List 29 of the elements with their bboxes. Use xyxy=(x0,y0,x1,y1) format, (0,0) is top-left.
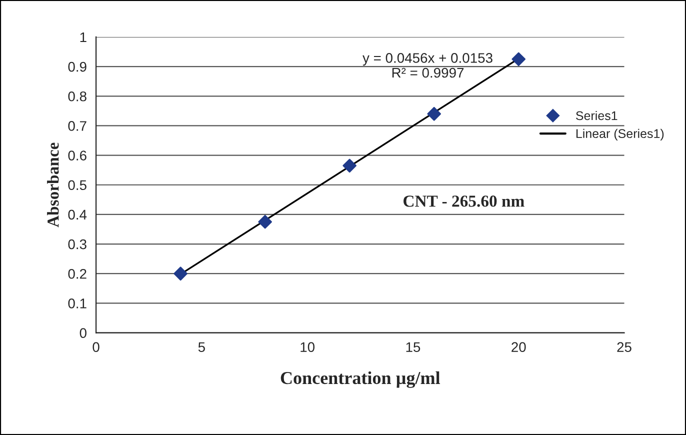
x-tick-label: 5 xyxy=(198,342,205,352)
x-tick-label: 0 xyxy=(92,342,100,352)
annotation: CNT - 265.60 nm xyxy=(404,196,524,207)
point xyxy=(512,52,526,66)
y-tick-label: 0.3 xyxy=(68,239,86,250)
legend-label: Linear (Series1) xyxy=(576,128,664,140)
point xyxy=(427,106,442,121)
x-tick-label: 20 xyxy=(512,342,526,352)
point xyxy=(258,214,272,229)
x-tick-label: 10 xyxy=(300,342,315,352)
annotation: R² = 0.9997 xyxy=(392,68,464,78)
x-tick-label: 25 xyxy=(617,342,632,352)
y-tick-label: 0.7 xyxy=(68,121,86,131)
x-axis-title: Concentration µg/ml xyxy=(280,371,440,388)
legend-label: Series1 xyxy=(576,110,618,120)
y-tick-label: 0 xyxy=(80,328,86,338)
y-tick-label: 0.8 xyxy=(68,91,86,102)
point xyxy=(342,158,356,173)
y-tick-label: 0.5 xyxy=(68,180,86,190)
y-tick-label: 0.6 xyxy=(68,150,86,160)
x-tick-label: 15 xyxy=(406,342,420,352)
y-axis-title: Absorbance xyxy=(47,142,59,228)
y-tick-label: 0.9 xyxy=(68,62,86,72)
y-tick-label: 0.2 xyxy=(68,268,86,279)
point xyxy=(174,266,188,281)
y-tick-label: 0.4 xyxy=(68,210,87,220)
y-tick-label: 0.1 xyxy=(68,298,86,308)
y-tick-label: 1 xyxy=(80,32,86,42)
annotation: y = 0.0456x + 0.0153 xyxy=(362,53,492,66)
